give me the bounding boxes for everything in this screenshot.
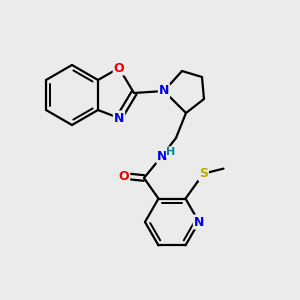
Text: N: N — [157, 149, 167, 163]
Text: O: O — [114, 61, 124, 74]
Text: N: N — [159, 85, 169, 98]
Text: S: S — [199, 167, 208, 180]
Text: N: N — [194, 215, 204, 229]
Text: N: N — [114, 112, 124, 124]
Text: O: O — [119, 169, 129, 182]
Text: H: H — [167, 147, 176, 157]
